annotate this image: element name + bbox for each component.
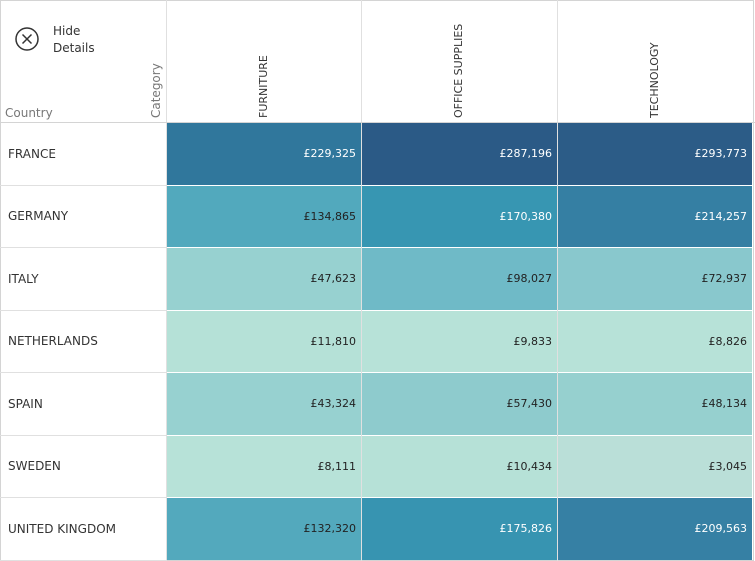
table-cell: £98,027 <box>362 248 557 310</box>
row-label: GERMANY <box>0 186 166 248</box>
column-divider <box>361 0 362 561</box>
table-cell: £175,826 <box>362 498 557 560</box>
table-cell: £214,257 <box>558 185 752 247</box>
table-cell: £9,833 <box>362 310 557 372</box>
column-divider <box>557 0 558 561</box>
column-label: FURNITURE <box>257 55 270 118</box>
header-divider <box>0 122 755 123</box>
table-cell: £57,430 <box>362 373 557 435</box>
table-cell: £43,324 <box>167 373 361 435</box>
table-cell: £8,111 <box>167 435 361 497</box>
table-cell: £293,773 <box>558 123 752 185</box>
row-label: NETHERLANDS <box>0 311 166 373</box>
table-cell: £134,865 <box>167 185 361 247</box>
table-cell: £8,826 <box>558 310 752 372</box>
row-label: UNITED KINGDOM <box>0 498 166 561</box>
row-label: FRANCE <box>0 123 166 186</box>
table-cell: £10,434 <box>362 435 557 497</box>
table-cell: £170,380 <box>362 185 557 247</box>
table-cell: £287,196 <box>362 123 557 185</box>
column-label: OFFICE SUPPLIES <box>452 23 465 118</box>
row-label: SPAIN <box>0 373 166 436</box>
table-cell: £72,937 <box>558 248 752 310</box>
column-divider <box>166 0 167 561</box>
label-line: Details <box>53 41 95 55</box>
hide-details-label[interactable]: Hide Details <box>53 23 95 57</box>
table-cell: £47,623 <box>167 248 361 310</box>
table-cell: £132,320 <box>167 498 361 560</box>
row-label: SWEDEN <box>0 436 166 498</box>
table-cell: £3,045 <box>558 435 752 497</box>
column-label: TECHNOLOGY <box>648 42 661 118</box>
table-cell: £209,563 <box>558 498 752 560</box>
table-cell: £229,325 <box>167 123 361 185</box>
hide-details-button[interactable] <box>14 26 40 52</box>
close-icon <box>15 27 39 51</box>
table-cell: £11,810 <box>167 310 361 372</box>
label-line: Hide <box>53 24 81 38</box>
row-label: ITALY <box>0 248 166 311</box>
table-cell: £48,134 <box>558 373 752 435</box>
row-header: Country <box>5 106 53 120</box>
column-header: Category <box>149 63 163 118</box>
